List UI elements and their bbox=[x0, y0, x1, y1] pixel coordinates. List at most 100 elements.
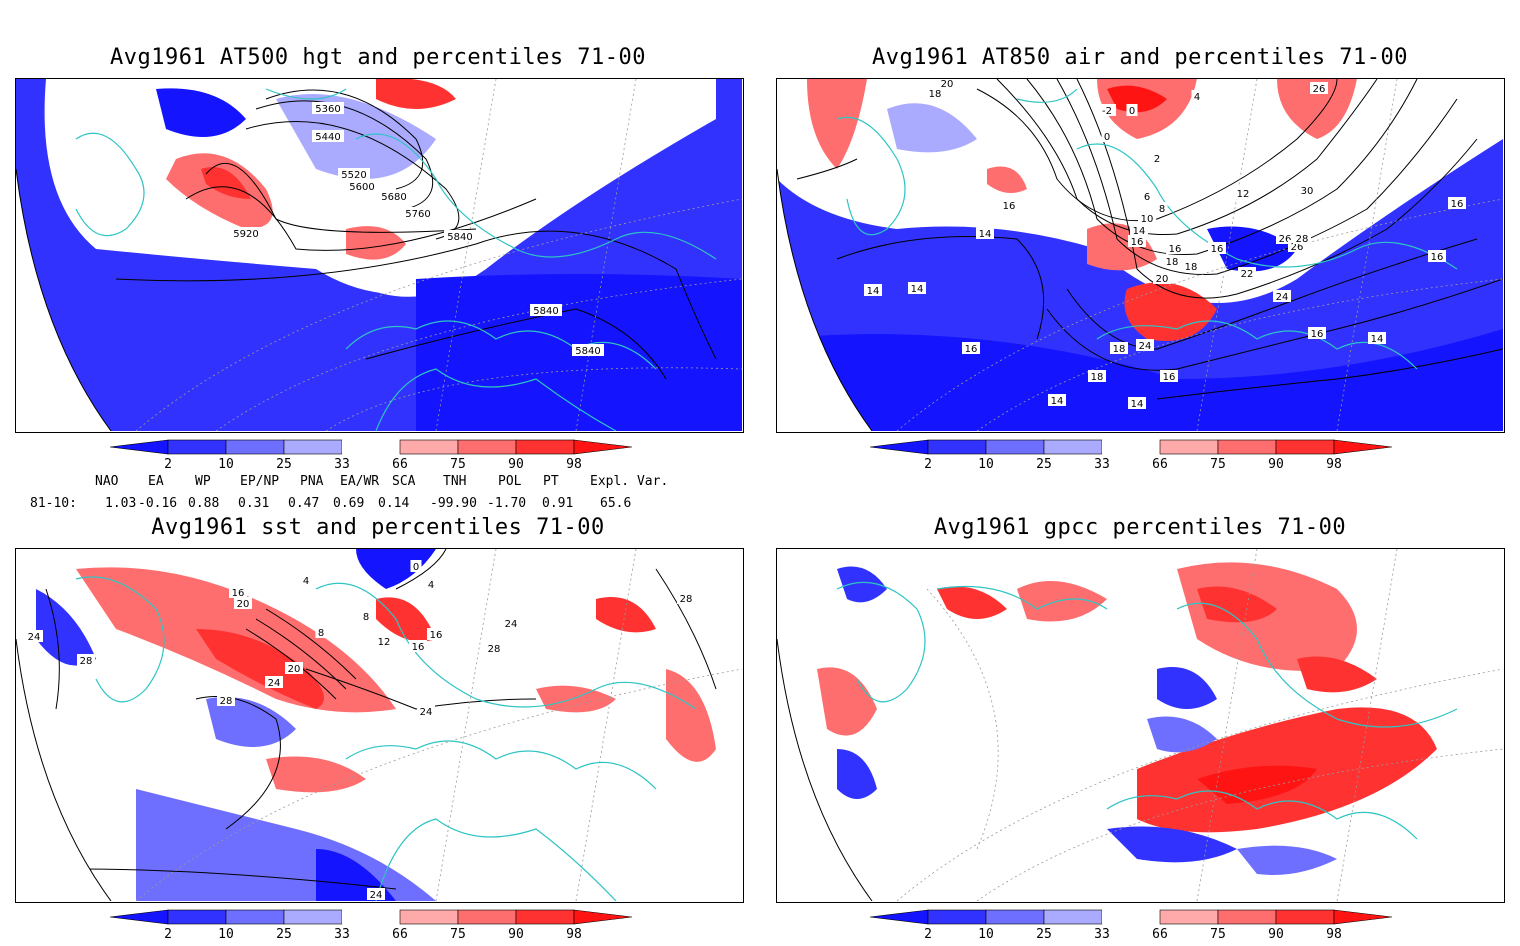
svg-text:26: 26 bbox=[1279, 234, 1292, 245]
contour-label: 26 bbox=[1310, 82, 1328, 95]
svg-text:16: 16 bbox=[412, 642, 425, 653]
contour-label: 16 bbox=[1000, 199, 1018, 212]
colorbar-tick-label: 90 bbox=[1268, 457, 1284, 472]
contour-label: 20 bbox=[1153, 272, 1171, 285]
contour-label: 28 bbox=[485, 642, 503, 655]
svg-text:5840: 5840 bbox=[575, 346, 600, 357]
colorbar-tick-label: 98 bbox=[1326, 457, 1342, 472]
colorbar-segment-75to90 bbox=[1217, 909, 1277, 925]
panel-title-sst: Avg1961 sst and percentiles 71-00 bbox=[151, 515, 605, 540]
contour-label: 5840 bbox=[572, 344, 604, 357]
svg-text:5360: 5360 bbox=[315, 104, 340, 115]
svg-text:16: 16 bbox=[1311, 329, 1324, 340]
colorbar-tick-label: 75 bbox=[450, 457, 466, 472]
colorbar-segment-2to10 bbox=[167, 439, 227, 455]
indices-value-row: 81-10: 1.03 -0.16 0.88 0.31 0.47 0.69 0.14 -99.… bbox=[30, 496, 730, 512]
contour-label: 16 bbox=[409, 640, 427, 653]
svg-text:10: 10 bbox=[1141, 214, 1154, 225]
contour-label: 18 bbox=[1182, 260, 1200, 273]
colorbar-tick-label: 33 bbox=[1094, 927, 1110, 942]
colorbar-tick-label: 10 bbox=[218, 927, 234, 942]
svg-text:18: 18 bbox=[1185, 262, 1198, 273]
colorbar-tick-label: 66 bbox=[1152, 457, 1168, 472]
colorbar-segment-2to10 bbox=[927, 909, 987, 925]
svg-text:24: 24 bbox=[420, 707, 433, 718]
contour-label: 22 bbox=[1238, 267, 1256, 280]
map-gpcc bbox=[776, 548, 1505, 903]
contour-label: 5360 bbox=[312, 102, 344, 115]
colorbar-segment-90to98 bbox=[1275, 909, 1335, 925]
indices-value-eawr: 0.69 bbox=[333, 496, 365, 511]
svg-text:16: 16 bbox=[1131, 237, 1144, 248]
contour-label: 30 bbox=[1298, 184, 1316, 197]
svg-text:16: 16 bbox=[1431, 252, 1444, 263]
contour-label: 8 bbox=[360, 610, 372, 623]
indices-value-pol: -1.70 bbox=[487, 496, 527, 511]
colorbar-segment-10to25 bbox=[225, 439, 285, 455]
contour-label: 16 bbox=[1208, 242, 1226, 255]
colorbar-segment-90to98 bbox=[1275, 439, 1335, 455]
svg-text:5760: 5760 bbox=[405, 209, 430, 220]
indices-header-pol: POL bbox=[498, 474, 522, 489]
colorbar-low-arrow bbox=[869, 439, 929, 455]
colorbar-segment-33to66 bbox=[1102, 910, 1160, 924]
svg-text:24: 24 bbox=[1276, 292, 1289, 303]
contour-label: 5840 bbox=[444, 230, 476, 243]
colorbar-tick-label: 2 bbox=[924, 927, 932, 942]
colorbar-segment-10to25 bbox=[225, 909, 285, 925]
svg-text:-2: -2 bbox=[1102, 106, 1112, 117]
svg-text:4: 4 bbox=[1194, 92, 1200, 103]
indices-value-epnp: 0.31 bbox=[238, 496, 270, 511]
contour-label: 18 bbox=[1088, 370, 1106, 383]
svg-text:5600: 5600 bbox=[349, 182, 374, 193]
colorbar-tick-label: 66 bbox=[1152, 927, 1168, 942]
svg-text:20: 20 bbox=[288, 664, 301, 675]
contour-label: 5920 bbox=[230, 227, 262, 240]
contour-label: 20 bbox=[285, 662, 303, 675]
contour-label: 16 bbox=[427, 628, 445, 641]
contour-label: 12 bbox=[375, 635, 393, 648]
indices-header-row: NAO EA WP EP/NP PNA EA/WR SCA TNH POL PT Expl. Var… bbox=[30, 474, 730, 490]
svg-text:14: 14 bbox=[979, 229, 992, 240]
svg-text:5840: 5840 bbox=[447, 232, 472, 243]
contour-label: 16 bbox=[1428, 250, 1446, 263]
colorbar-segment-66to75 bbox=[1159, 909, 1219, 925]
svg-text:20: 20 bbox=[1156, 274, 1169, 285]
contour-label: 14 bbox=[908, 282, 926, 295]
contour-label: 8 bbox=[315, 626, 327, 639]
svg-text:28: 28 bbox=[1296, 234, 1309, 245]
contour-label: 16 bbox=[1160, 370, 1178, 383]
contour-label: 28 bbox=[677, 592, 695, 605]
colorbar-tick-label: 25 bbox=[276, 457, 292, 472]
svg-text:5520: 5520 bbox=[341, 170, 366, 181]
colorbar-segment-10to25 bbox=[985, 909, 1045, 925]
svg-text:14: 14 bbox=[1131, 399, 1144, 410]
svg-text:16: 16 bbox=[1169, 244, 1182, 255]
colorbar-tick-label: 98 bbox=[566, 457, 582, 472]
svg-text:24: 24 bbox=[505, 619, 518, 630]
colorbar-low-arrow bbox=[109, 909, 169, 925]
svg-text:0: 0 bbox=[1129, 106, 1135, 117]
contour-label: 4 bbox=[425, 578, 437, 591]
colorbar-low-arrow bbox=[869, 909, 929, 925]
colorbar-tick-label: 66 bbox=[392, 927, 408, 942]
colorbar-tick-label: 33 bbox=[334, 457, 350, 472]
svg-text:16: 16 bbox=[1451, 199, 1464, 210]
colorbar-tick-label: 2 bbox=[924, 457, 932, 472]
colorbar-segment-25to33 bbox=[1043, 909, 1103, 925]
contour-label: 16 bbox=[1128, 235, 1146, 248]
contour-label: 18 bbox=[926, 87, 944, 100]
colorbar-segment-2to10 bbox=[927, 439, 987, 455]
indices-value-pt: 0.91 bbox=[542, 496, 574, 511]
svg-text:4: 4 bbox=[303, 576, 309, 587]
svg-text:14: 14 bbox=[1051, 396, 1064, 407]
contour-label: 8 bbox=[1156, 202, 1168, 215]
contour-label: 16 bbox=[1308, 327, 1326, 340]
colorbar-segment-75to90 bbox=[457, 439, 517, 455]
map-sst: 24 28 16 20 8 4 0 4 8 12 16 16 20 24 24 24 28 28 28 24 bbox=[15, 548, 744, 903]
colorbar-tick-label: 90 bbox=[1268, 927, 1284, 942]
svg-text:20: 20 bbox=[237, 599, 250, 610]
colorbar-tick-label: 25 bbox=[1036, 457, 1052, 472]
